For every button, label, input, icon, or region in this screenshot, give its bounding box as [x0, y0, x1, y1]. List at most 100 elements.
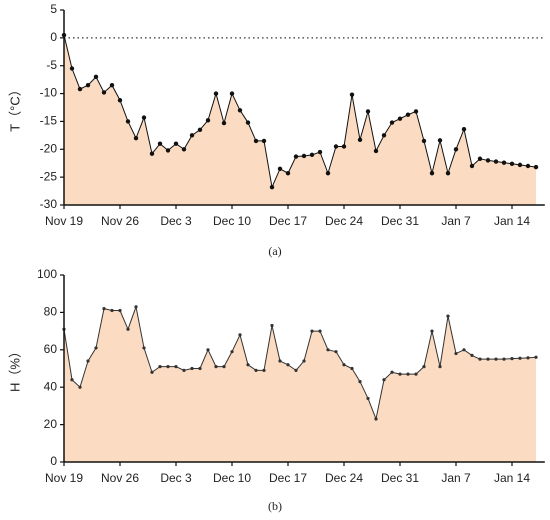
y-tick-label: -20	[40, 141, 58, 155]
point	[421, 138, 427, 144]
area	[64, 306, 536, 462]
point	[118, 308, 122, 313]
point	[78, 385, 82, 389]
point	[373, 148, 379, 154]
point	[173, 141, 179, 146]
y-tick-label: 40	[44, 379, 58, 393]
y-tick-label: 0	[50, 454, 57, 468]
point	[342, 363, 346, 367]
point	[278, 359, 282, 363]
point	[358, 379, 362, 384]
point	[205, 118, 211, 123]
point	[245, 120, 251, 125]
point	[301, 153, 307, 159]
point	[381, 133, 387, 138]
point	[438, 365, 442, 369]
point	[334, 350, 338, 354]
point	[333, 144, 339, 149]
x-tick-label: Dec 3	[160, 471, 192, 485]
point	[406, 372, 410, 376]
point	[254, 368, 258, 372]
point	[149, 151, 155, 156]
x-tick-label: Jan 7	[441, 471, 471, 485]
point	[518, 356, 522, 360]
point	[470, 353, 474, 358]
point	[341, 144, 347, 149]
y-tick-label: -30	[40, 197, 58, 211]
point	[413, 109, 419, 114]
point	[246, 363, 250, 367]
point	[318, 329, 322, 333]
point	[446, 314, 450, 318]
point	[157, 141, 163, 146]
point	[374, 417, 378, 421]
point	[134, 305, 138, 309]
point	[109, 83, 115, 88]
y-tick-label: 60	[44, 342, 58, 356]
point	[174, 365, 178, 369]
x-tick-label: Dec 31	[381, 214, 419, 228]
point	[101, 90, 107, 95]
point	[86, 359, 90, 363]
point	[349, 92, 355, 97]
point	[110, 308, 114, 313]
y-tick-label: -10	[40, 86, 58, 100]
line	[63, 34, 537, 189]
x-tick-label: Jan 14	[494, 471, 530, 485]
point	[397, 116, 403, 121]
point	[253, 138, 259, 144]
point	[85, 83, 91, 88]
point	[517, 162, 523, 168]
point	[478, 357, 482, 361]
point	[365, 109, 371, 114]
point	[158, 365, 162, 369]
point	[526, 356, 530, 360]
x-tick-label: Dec 31	[381, 471, 419, 485]
point	[261, 138, 267, 144]
point	[150, 370, 154, 374]
point	[390, 370, 394, 374]
point	[142, 346, 146, 350]
point	[221, 120, 227, 126]
point	[117, 98, 123, 103]
x-tick-label: Jan 14	[494, 214, 530, 228]
x-tick-label: Dec 24	[325, 214, 363, 228]
point	[453, 147, 459, 152]
point	[462, 348, 466, 352]
point	[293, 154, 299, 159]
area	[64, 35, 536, 206]
x-tick-label: Dec 24	[325, 471, 363, 485]
point	[269, 184, 275, 190]
point	[309, 152, 315, 158]
point	[350, 366, 354, 371]
point	[277, 166, 283, 171]
x-tick-label: Dec 17	[269, 214, 307, 228]
point	[166, 365, 170, 369]
x-tick-label: Nov 26	[101, 214, 139, 228]
point	[165, 148, 171, 153]
point	[398, 372, 402, 376]
point	[77, 86, 83, 92]
point	[494, 357, 498, 361]
point	[317, 149, 323, 155]
point	[286, 363, 290, 367]
y-tick-label: -25	[40, 169, 58, 183]
point	[382, 378, 386, 382]
point	[125, 119, 131, 124]
point	[502, 357, 506, 361]
x-tick-label: Nov 19	[45, 471, 83, 485]
point	[69, 66, 75, 71]
point	[285, 171, 291, 176]
point	[469, 163, 475, 169]
x-tick-label: Dec 10	[213, 214, 251, 228]
x-tick-label: Dec 17	[269, 471, 307, 485]
point	[405, 112, 411, 117]
point	[389, 120, 395, 125]
caption: (a)	[268, 244, 281, 258]
point	[198, 366, 202, 371]
caption: (b)	[268, 499, 282, 513]
point	[357, 137, 363, 143]
point	[229, 91, 235, 96]
point	[141, 115, 147, 120]
point	[70, 378, 74, 382]
